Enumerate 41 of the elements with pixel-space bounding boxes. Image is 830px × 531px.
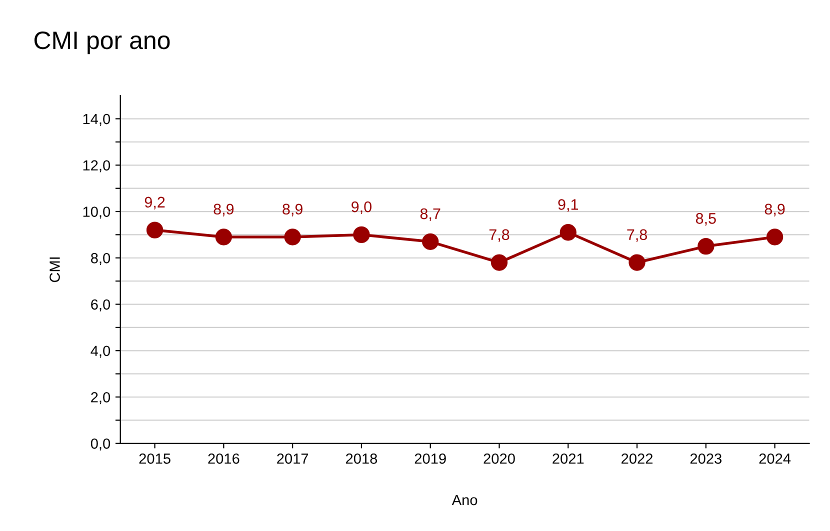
x-tick-label: 2018 xyxy=(346,453,378,464)
data-label: 8,5 xyxy=(696,213,716,226)
data-label: 7,8 xyxy=(627,229,647,242)
point xyxy=(490,254,508,271)
y-tick-label: 8,0 xyxy=(90,252,110,266)
y-tick-label: 2,0 xyxy=(91,392,110,404)
data-label: 7,8 xyxy=(489,229,510,242)
data-label: 9,2 xyxy=(144,196,165,210)
chart-title: CMI por ano xyxy=(34,31,170,54)
y-tick-label: 12,0 xyxy=(83,160,110,172)
point xyxy=(766,228,784,246)
x-tick-label: 2017 xyxy=(277,453,308,464)
point xyxy=(422,233,439,250)
point xyxy=(560,224,576,241)
point xyxy=(353,226,370,244)
point xyxy=(146,222,164,238)
x-tick-label: 2015 xyxy=(139,453,170,464)
x-tick-label: 2019 xyxy=(414,453,446,464)
y-tick-label: 10,0 xyxy=(83,206,110,219)
data-label: 8,9 xyxy=(764,204,785,216)
data-label: 8,9 xyxy=(214,204,234,216)
y-tick-label: 0,0 xyxy=(90,438,110,451)
point xyxy=(215,228,232,246)
x-tick-label: 2022 xyxy=(622,453,653,464)
data-label: 8,7 xyxy=(420,208,440,221)
x-tick-label: 2016 xyxy=(208,453,240,464)
y-tick-label: 6,0 xyxy=(91,299,110,312)
data-label: 8,9 xyxy=(282,204,302,216)
point xyxy=(698,238,714,255)
y-tick-label: 4,0 xyxy=(90,346,110,358)
y-axis-title: CMI xyxy=(50,257,60,282)
x-tick-label: 2021 xyxy=(552,453,584,464)
x-tick-label: 2024 xyxy=(759,453,791,464)
y-tick-label: 14,0 xyxy=(83,114,110,126)
point xyxy=(284,228,301,246)
data-label: 9,0 xyxy=(352,201,372,214)
x-tick-label: 2020 xyxy=(484,453,515,464)
x-axis-title: Ano xyxy=(452,495,478,506)
data-label: 9,1 xyxy=(558,199,578,212)
point xyxy=(628,254,646,271)
x-tick-label: 2023 xyxy=(690,453,722,464)
